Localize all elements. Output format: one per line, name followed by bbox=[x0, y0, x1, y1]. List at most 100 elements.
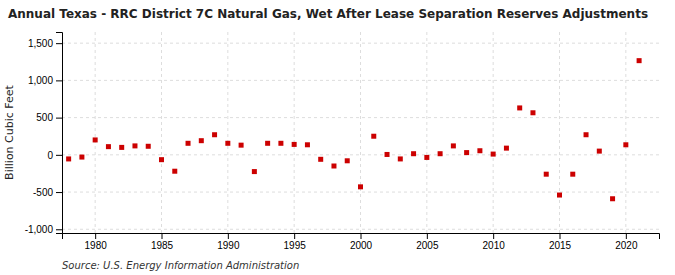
tick-mark bbox=[162, 233, 163, 239]
tick-mark bbox=[56, 80, 62, 81]
point bbox=[225, 141, 230, 146]
tick-label: 1,500 bbox=[28, 38, 53, 49]
point bbox=[358, 184, 363, 189]
grid-line bbox=[227, 32, 228, 233]
point bbox=[292, 142, 297, 147]
point bbox=[265, 141, 270, 146]
tick-label: 2005 bbox=[416, 240, 439, 251]
axis-line bbox=[63, 234, 660, 240]
tick-label: 2020 bbox=[615, 240, 638, 251]
point bbox=[637, 58, 642, 63]
point bbox=[331, 164, 336, 169]
point bbox=[411, 151, 416, 156]
point bbox=[132, 143, 137, 148]
point bbox=[623, 142, 628, 147]
point bbox=[597, 149, 602, 154]
tick: 2020 bbox=[615, 233, 638, 251]
point bbox=[146, 144, 151, 149]
tick: 2015 bbox=[549, 233, 572, 251]
point bbox=[385, 152, 390, 157]
points bbox=[66, 58, 641, 201]
tick-label: 500 bbox=[36, 112, 53, 123]
tick-mark bbox=[560, 233, 561, 239]
grid-line bbox=[625, 32, 626, 233]
grid-line bbox=[62, 229, 659, 230]
tick-label: 1,000 bbox=[28, 75, 53, 86]
grid-line bbox=[95, 32, 96, 233]
grid-line bbox=[559, 32, 560, 233]
point bbox=[491, 152, 496, 157]
tick-label: 1990 bbox=[217, 240, 240, 251]
point bbox=[199, 138, 204, 143]
tick: 500 bbox=[36, 112, 62, 123]
point bbox=[66, 156, 71, 161]
tick-label: 1980 bbox=[85, 240, 108, 251]
tick: 1980 bbox=[85, 233, 108, 251]
point bbox=[530, 110, 535, 115]
point bbox=[252, 169, 257, 174]
grid-line bbox=[493, 32, 494, 233]
point bbox=[186, 141, 191, 146]
point bbox=[239, 143, 244, 148]
point bbox=[504, 146, 509, 151]
point bbox=[464, 150, 469, 155]
tick-label: 2010 bbox=[483, 240, 506, 251]
point bbox=[93, 137, 98, 142]
point bbox=[610, 196, 615, 201]
point bbox=[477, 148, 482, 153]
point bbox=[119, 145, 124, 150]
tick: 1985 bbox=[151, 233, 174, 251]
tick-mark bbox=[95, 233, 96, 239]
tick: -1,000 bbox=[25, 224, 62, 235]
y-axis-label: Billion Cubic Feet bbox=[3, 84, 16, 179]
point bbox=[318, 157, 323, 162]
tick-mark bbox=[361, 233, 362, 239]
point bbox=[212, 132, 217, 137]
plot: 1980 1985 1990 1995 2000 2005 2010 2015 2020 -1,0… bbox=[3, 32, 660, 251]
tick-mark bbox=[56, 155, 62, 156]
tick: 2005 bbox=[416, 233, 439, 251]
tick: 2000 bbox=[350, 233, 373, 251]
source: Source: U.S. Energy Information Administ… bbox=[62, 260, 299, 271]
x-axis: 1980 1985 1990 1995 2000 2005 2010 2015 2020 bbox=[63, 233, 660, 251]
tick-mark bbox=[56, 43, 62, 44]
tick-label: -1,000 bbox=[25, 224, 54, 235]
point bbox=[345, 158, 350, 163]
tick-mark bbox=[294, 233, 295, 239]
point bbox=[106, 144, 111, 149]
point bbox=[371, 134, 376, 139]
point bbox=[172, 169, 177, 174]
tick-label: 2000 bbox=[350, 240, 373, 251]
grid-line bbox=[62, 43, 659, 44]
point bbox=[438, 151, 443, 156]
tick-label: 0 bbox=[47, 150, 53, 161]
tick-mark bbox=[56, 118, 62, 119]
grid-line bbox=[62, 192, 659, 193]
tick-label: -500 bbox=[33, 187, 53, 198]
tick: -500 bbox=[33, 187, 62, 198]
point bbox=[398, 156, 403, 161]
tick-label: 1995 bbox=[284, 240, 307, 251]
title: Annual Texas - RRC District 7C Natural G… bbox=[8, 7, 648, 21]
grid bbox=[62, 32, 659, 233]
tick: 1,500 bbox=[28, 38, 62, 49]
grid-line bbox=[426, 32, 427, 233]
point bbox=[557, 193, 562, 198]
point bbox=[159, 157, 164, 162]
tick-mark bbox=[56, 192, 62, 193]
tick: 1,000 bbox=[28, 75, 62, 86]
point bbox=[584, 132, 589, 137]
tick: 1990 bbox=[217, 233, 240, 251]
tick: 0 bbox=[47, 150, 62, 161]
point bbox=[517, 105, 522, 110]
point bbox=[79, 155, 84, 160]
tick-label: 1985 bbox=[151, 240, 174, 251]
tick-mark bbox=[493, 233, 494, 239]
grid-line bbox=[360, 32, 361, 233]
point bbox=[544, 172, 549, 177]
point bbox=[451, 143, 456, 148]
grid-line bbox=[294, 32, 295, 233]
tick-mark bbox=[427, 233, 428, 239]
chart: Annual Texas - RRC District 7C Natural G… bbox=[0, 0, 675, 275]
point bbox=[305, 142, 310, 147]
